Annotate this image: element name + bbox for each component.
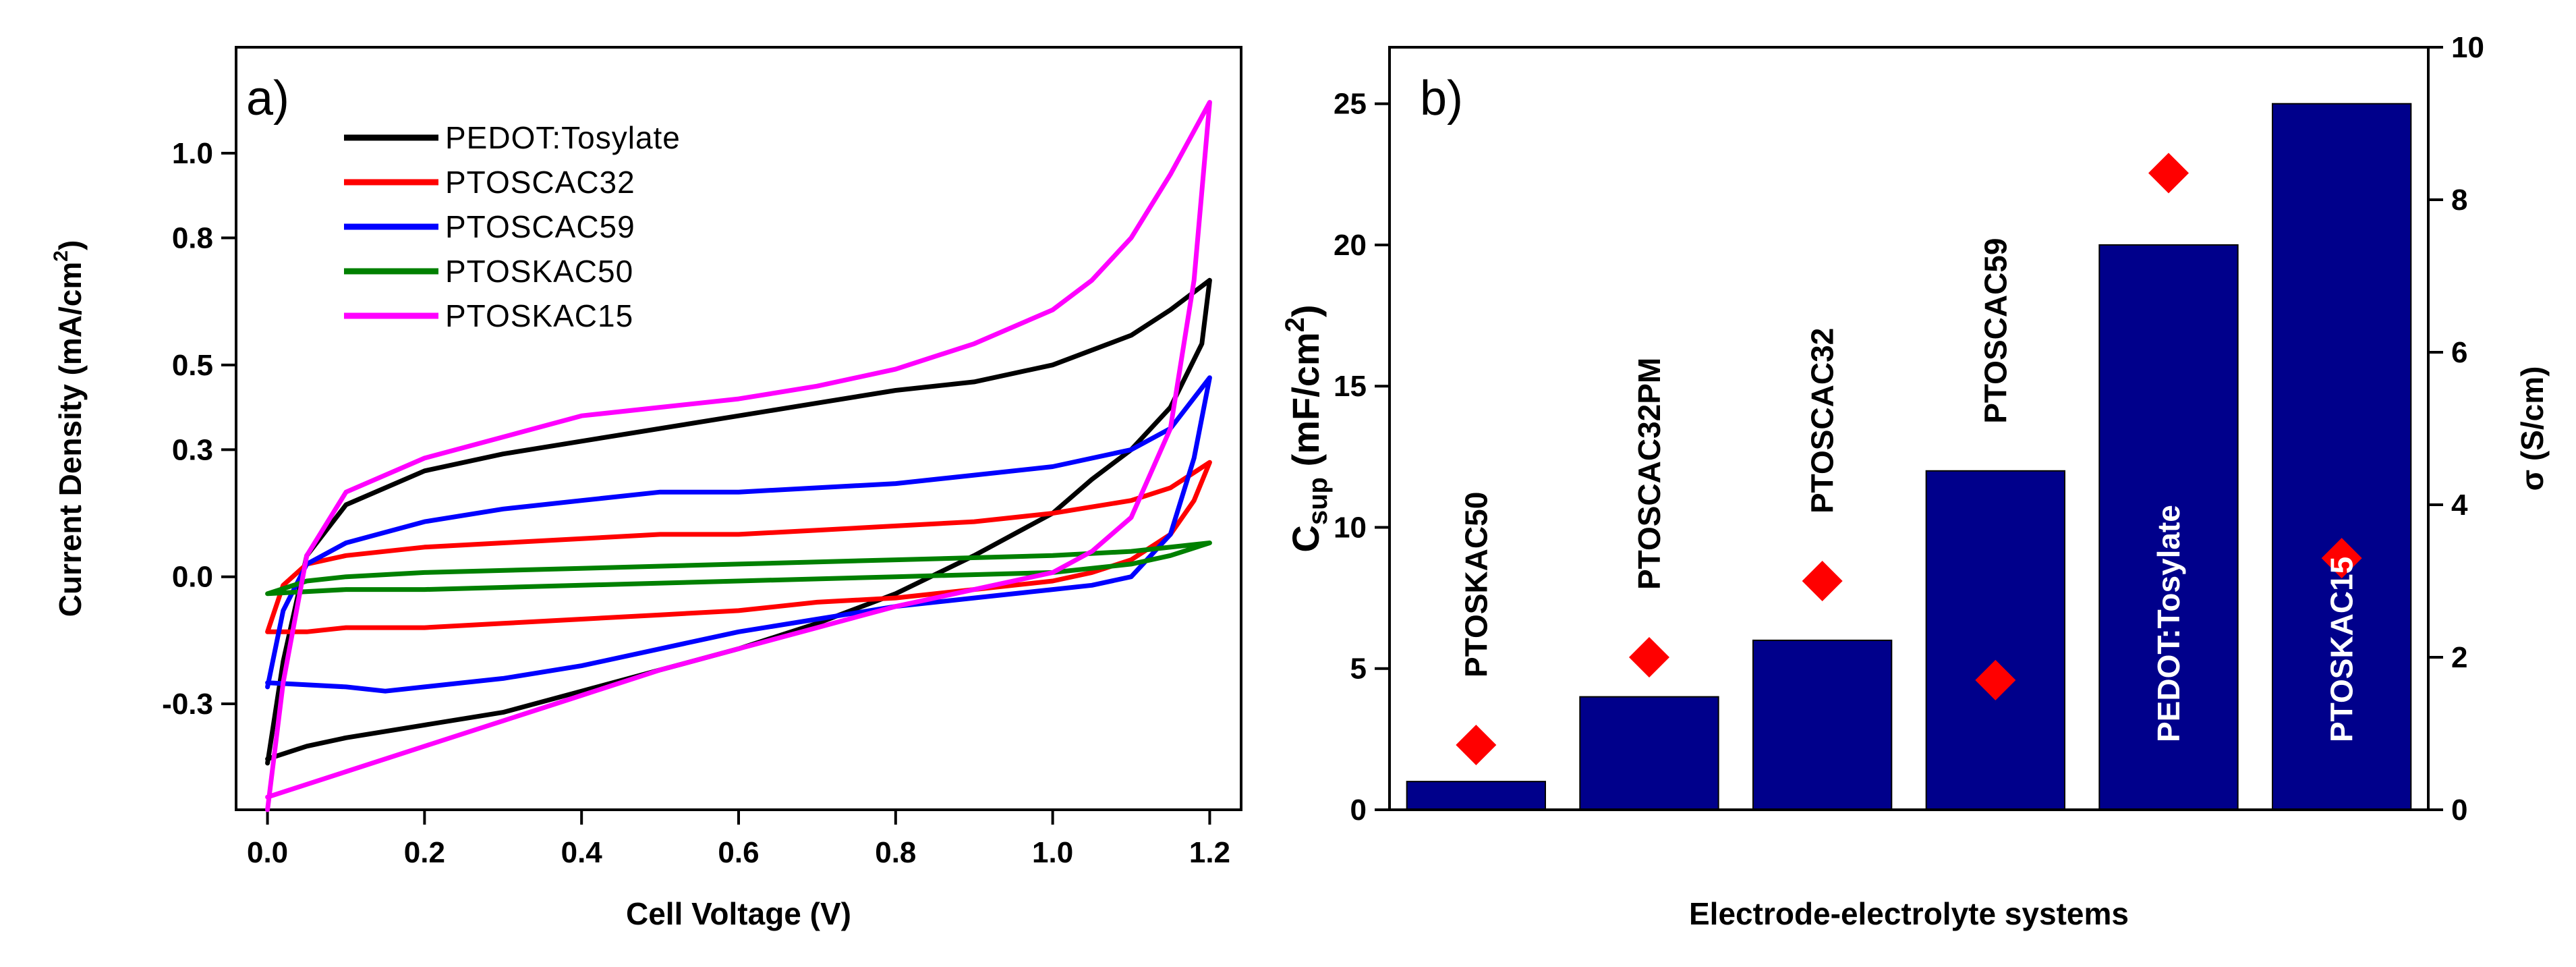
panel-a-ticks: 0.0 0.2 0.4 0.6 0.8 1.0 1.2 -0.3 0.0 0.3 0.5 0.8 1.0 xyxy=(162,137,1230,869)
bar-label-ptoscac32pm: PTOSCAC32PM xyxy=(1632,358,1667,590)
panel-a-y-tick-label: -0.3 xyxy=(162,688,213,721)
conductivity-marker-ptoscac59 xyxy=(1975,659,2016,700)
bar-label-ptoskac50: PTOSKAC50 xyxy=(1458,492,1493,678)
panel-b-y2-tick-label: 8 xyxy=(2451,184,2467,217)
panel-a-x-tick-label: 0.2 xyxy=(404,836,445,869)
panel-b-y2-tick-label: 10 xyxy=(2451,31,2484,64)
panel-a-x-tick-label: 0.8 xyxy=(875,836,916,869)
cv-curve-ptoscac59 xyxy=(265,375,1212,694)
panel-b-y-axis-title: Csup (mF/cm2) xyxy=(1280,304,1333,552)
panel-a-frame xyxy=(235,46,1242,811)
conductivity-marker-pedot-tosylate xyxy=(2148,153,2189,194)
legend-label-ptoskac50: PTOSKAC50 xyxy=(445,254,633,289)
panel-a-y-axis-title-sup: 2 xyxy=(50,250,72,262)
panel-b-y2-tick-label: 2 xyxy=(2451,641,2467,674)
bar-ptoscac32 xyxy=(1752,639,1893,811)
panel-a-y-tick-label: 0.8 xyxy=(172,222,213,255)
panel-b-y2-axis-title: σ (S/cm) xyxy=(2515,366,2550,491)
panel-a-x-tick-label: 1.0 xyxy=(1032,836,1073,869)
panel-a-x-tick-label: 1.2 xyxy=(1189,836,1230,869)
cv-curve-pedot-tosylate xyxy=(265,277,1212,766)
panel-a-y-tick-label: 0.5 xyxy=(172,349,213,382)
panel-b-label: b) xyxy=(1420,72,1463,126)
panel-a-y-tick-label: 0.3 xyxy=(172,433,213,466)
conductivity-marker-ptoscac32 xyxy=(1802,561,1843,601)
panel-b-y-tick-label: 0 xyxy=(1350,794,1367,827)
panel-b-y-tick-label: 5 xyxy=(1350,653,1367,686)
bar-label-ptoscac59: PTOSCAC59 xyxy=(1978,238,2013,424)
legend-label-ptoskac15: PTOSKAC15 xyxy=(445,298,633,333)
panel-a-y-axis-title-main: Current Density (mA/cm xyxy=(53,262,88,617)
panel-b-ticks: 0 5 10 15 20 25 0 2 4 6 8 10 xyxy=(1334,31,2484,827)
panel-a-legend: PEDOT:Tosylate PTOSCAC32 PTOSCAC59 PTOSK… xyxy=(344,120,681,333)
panel-b-bar-labels: PTOSKAC50 PTOSCAC32PM PTOSCAC32 PTOSCAC59 PE… xyxy=(1458,238,2359,742)
bar-label-ptoscac32: PTOSCAC32 xyxy=(1805,328,1840,514)
panel-a-label: a) xyxy=(246,72,289,126)
panel-a-x-tick-label: 0.4 xyxy=(561,836,603,869)
panel-b-frame xyxy=(1388,46,2430,811)
bar-label-pedot-tosylate: PEDOT:Tosylate xyxy=(2151,505,2186,742)
panel-b-y-tick-label: 25 xyxy=(1334,88,1367,121)
bar-ptoscac32pm xyxy=(1579,696,1719,811)
panel-b-y-tick-label: 10 xyxy=(1334,511,1367,544)
panel-b-y2-tick-label: 6 xyxy=(2451,336,2467,369)
cv-curve-ptoskac15 xyxy=(265,100,1212,812)
bar-ptoskac50 xyxy=(1406,781,1547,811)
panel-a-x-axis-title: Cell Voltage (V) xyxy=(626,896,851,931)
panel-b-y-axis-title-sup: 2 xyxy=(1280,317,1310,332)
panel-a-y-tick-label: 0.0 xyxy=(172,561,213,594)
panel-b-bars xyxy=(1406,103,2412,811)
panel-a-curves xyxy=(265,100,1212,812)
panel-b-y-axis-title-sub: sup xyxy=(1303,477,1333,525)
panel-a-x-tick-label: 0.6 xyxy=(718,836,759,869)
panel-a-y-axis-title-end: ) xyxy=(53,240,88,250)
cv-curve-ptoskac50 xyxy=(265,541,1212,597)
legend-label-ptoscac32: PTOSCAC32 xyxy=(445,165,635,200)
panel-b-y-axis-title-unit: (mF/cm xyxy=(1284,332,1327,477)
panel-b-conductivity-markers xyxy=(1456,153,2362,765)
panel-b-y-tick-label: 20 xyxy=(1334,229,1367,262)
panel-a-cv-plot: 0.0 0.2 0.4 0.6 0.8 1.0 1.2 -0.3 0.0 0.3 0.5 0.8 1.0… xyxy=(50,46,1242,931)
bar-ptoskac15 xyxy=(2272,103,2412,810)
panel-b-y2-tick-label: 0 xyxy=(2451,794,2467,827)
panel-b-y2-tick-label: 4 xyxy=(2451,489,2468,522)
panel-b-y-tick-label: 15 xyxy=(1334,370,1367,403)
conductivity-marker-ptoskac15 xyxy=(2321,538,2362,579)
conductivity-marker-ptoscac32pm xyxy=(1629,637,1669,678)
panel-b-y-axis-title-end: ) xyxy=(1284,304,1327,317)
panel-a-y-tick-label: 1.0 xyxy=(172,137,213,170)
legend-label-ptoscac59: PTOSCAC59 xyxy=(445,209,635,244)
panel-a-x-tick-label: 0.0 xyxy=(247,836,288,869)
panel-b-x-axis-title: Electrode-electrolyte systems xyxy=(1689,896,2129,931)
bar-ptoscac59 xyxy=(1925,470,2066,810)
conductivity-marker-ptoskac50 xyxy=(1456,724,1497,765)
legend-label-pedot: PEDOT:Tosylate xyxy=(445,120,681,155)
bar-pedot-tosylate xyxy=(2098,244,2239,810)
bar-label-ptoskac15: PTOSKAC15 xyxy=(2324,557,2359,742)
panel-b-y-axis-title-main: C xyxy=(1284,525,1327,552)
panel-a-y-axis-title: Current Density (mA/cm2) xyxy=(50,240,88,617)
cv-curve-ptoscac32 xyxy=(265,460,1212,634)
